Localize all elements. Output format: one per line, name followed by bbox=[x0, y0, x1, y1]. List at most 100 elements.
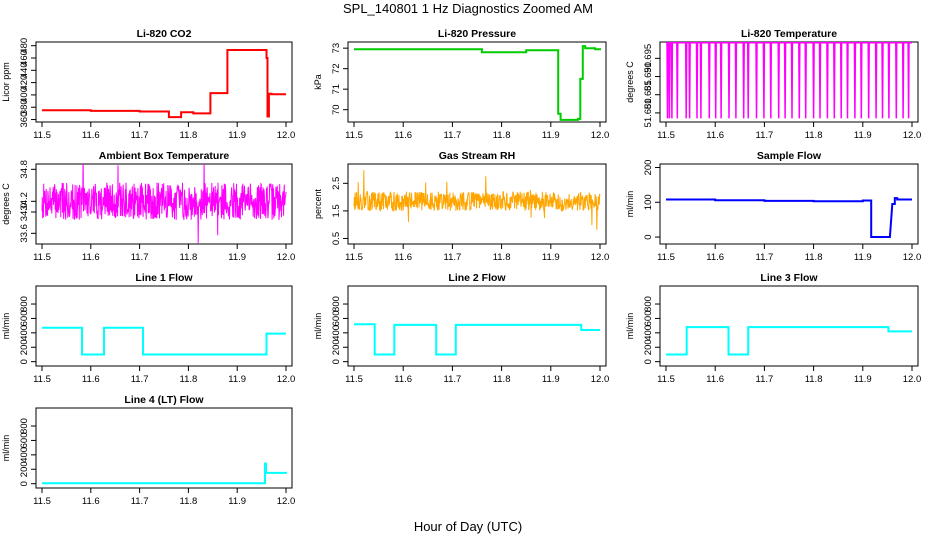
plot-frame bbox=[35, 285, 293, 367]
series-line bbox=[42, 462, 287, 485]
x-tick-label: 11.9 bbox=[542, 130, 560, 141]
x-tick-label: 12.0 bbox=[277, 252, 296, 263]
x-tick-label: 11.7 bbox=[131, 496, 149, 507]
y-tick-label: 440 bbox=[19, 62, 30, 78]
x-tick-label: 12.0 bbox=[903, 252, 922, 263]
y-tick-label: 200 bbox=[19, 461, 30, 477]
x-tick-label: 11.6 bbox=[706, 252, 724, 263]
y-tick-label: 0 bbox=[331, 359, 342, 364]
x-tick-label: 11.9 bbox=[542, 252, 560, 263]
y-tick-label: 2.5 bbox=[331, 177, 342, 190]
y-tick-label: 72 bbox=[331, 63, 342, 74]
series-line bbox=[353, 170, 601, 230]
x-tick-label: 11.9 bbox=[228, 130, 246, 141]
plot-frame bbox=[347, 163, 607, 245]
y-tick-label: 400 bbox=[643, 325, 654, 341]
y-axis-label: percent bbox=[313, 188, 323, 219]
plot-frame bbox=[659, 163, 919, 245]
series-line bbox=[666, 197, 912, 238]
panel-1: Li-820 CO2 Licor ppm 11.5 11.6 11.7 11.8 11.9 1… bbox=[1, 28, 295, 141]
y-tick-label: 800 bbox=[331, 296, 342, 312]
panel-3: Li-820 Temperature degrees C 11.5 11.6 11.7 1… bbox=[625, 28, 921, 141]
series-line bbox=[42, 49, 286, 119]
x-tick-label: 11.9 bbox=[854, 130, 872, 141]
x-tick-label: 12.0 bbox=[277, 130, 296, 141]
y-tick-label: 420 bbox=[19, 75, 30, 91]
y-tick-label: 0 bbox=[19, 481, 30, 486]
x-tick-label: 11.5 bbox=[33, 252, 51, 263]
panel-10: Line 4 (LT) Flow ml/min 11.5 11.6 11.7 11.8 11… bbox=[1, 394, 295, 507]
y-tick-label: 0 bbox=[19, 359, 30, 364]
x-tick-label: 11.6 bbox=[82, 374, 100, 385]
panel-5: Gas Stream RH percent 11.5 11.6 11.7 11.8 11.9… bbox=[313, 150, 609, 263]
y-axis-label: Licor ppm bbox=[1, 62, 11, 102]
series-line bbox=[354, 45, 601, 121]
y-axis-label: ml/min bbox=[313, 313, 323, 340]
y-tick-label: 600 bbox=[19, 433, 30, 449]
panel-7: Line 1 Flow ml/min 11.5 11.6 11.7 11.8 11.9 12.… bbox=[1, 272, 295, 385]
y-tick-label: 200 bbox=[643, 160, 654, 176]
panel-4: Ambient Box Temperature degrees C 11.5 11.6… bbox=[1, 150, 295, 263]
y-tick-label: 34.8 bbox=[19, 160, 30, 179]
y-tick-label: 200 bbox=[331, 339, 342, 355]
y-axis-label: ml/min bbox=[625, 191, 635, 218]
x-tick-label: 11.6 bbox=[394, 252, 412, 263]
y-tick-label: 0 bbox=[643, 234, 654, 239]
series-line bbox=[665, 42, 913, 119]
panel-title: Sample Flow bbox=[757, 150, 822, 162]
x-tick-label: 12.0 bbox=[277, 374, 296, 385]
x-tick-label: 11.5 bbox=[657, 130, 675, 141]
panel-title: Line 1 Flow bbox=[135, 272, 193, 284]
panel-title: Gas Stream RH bbox=[439, 150, 515, 162]
y-tick-label: 600 bbox=[643, 311, 654, 327]
x-tick-label: 11.9 bbox=[228, 252, 246, 263]
y-tick-label: 380 bbox=[19, 99, 30, 115]
x-tick-label: 11.8 bbox=[180, 496, 198, 507]
x-tick-label: 11.5 bbox=[657, 374, 675, 385]
x-tick-label: 11.6 bbox=[706, 374, 724, 385]
x-tick-label: 11.7 bbox=[131, 374, 149, 385]
series-line bbox=[41, 164, 287, 244]
y-tick-label: 400 bbox=[19, 325, 30, 341]
panel-title: Line 3 Flow bbox=[760, 272, 818, 284]
x-tick-label: 11.7 bbox=[444, 374, 462, 385]
x-tick-label: 11.8 bbox=[180, 374, 198, 385]
panels-group: Li-820 CO2 Licor ppm 11.5 11.6 11.7 11.8 11.9 1… bbox=[1, 28, 921, 507]
plot-frame bbox=[347, 41, 607, 123]
panel-8: Line 2 Flow ml/min 11.5 11.6 11.7 11.8 11.9 12.… bbox=[313, 272, 609, 385]
y-tick-label: 800 bbox=[19, 418, 30, 434]
plot-frame bbox=[347, 285, 607, 367]
x-tick-label: 11.7 bbox=[756, 130, 774, 141]
x-tick-label: 11.8 bbox=[493, 130, 511, 141]
y-tick-label: 600 bbox=[331, 311, 342, 327]
y-tick-label: 200 bbox=[19, 339, 30, 355]
y-tick-label: 400 bbox=[331, 325, 342, 341]
x-tick-label: 11.9 bbox=[228, 374, 246, 385]
x-tick-label: 11.8 bbox=[805, 374, 823, 385]
y-tick-label: 800 bbox=[19, 296, 30, 312]
y-tick-label: 51.685 bbox=[643, 80, 654, 109]
x-tick-label: 11.8 bbox=[805, 130, 823, 141]
x-tick-label: 12.0 bbox=[903, 130, 922, 141]
y-axis-label: degrees C bbox=[1, 183, 11, 225]
panel-9: Line 3 Flow ml/min 11.5 11.6 11.7 11.8 11.9 12.… bbox=[625, 272, 921, 385]
plot-frame bbox=[35, 41, 293, 123]
x-tick-label: 11.7 bbox=[444, 130, 462, 141]
y-tick-label: 33.6 bbox=[19, 224, 30, 243]
x-tick-label: 11.9 bbox=[228, 496, 246, 507]
panel-title: Line 2 Flow bbox=[448, 272, 506, 284]
x-tick-label: 11.5 bbox=[345, 130, 363, 141]
y-tick-label: 800 bbox=[643, 296, 654, 312]
x-tick-label: 11.7 bbox=[131, 252, 149, 263]
x-tick-label: 11.7 bbox=[756, 374, 774, 385]
y-axis-label: ml/min bbox=[1, 435, 11, 462]
y-tick-label: 480 bbox=[19, 38, 30, 54]
y-tick-label: 0 bbox=[643, 359, 654, 364]
y-axis-label: ml/min bbox=[625, 313, 635, 340]
x-tick-label: 11.5 bbox=[33, 130, 51, 141]
y-tick-label: 600 bbox=[19, 311, 30, 327]
x-tick-label: 11.8 bbox=[180, 130, 198, 141]
x-tick-label: 11.7 bbox=[444, 252, 462, 263]
series-line bbox=[666, 326, 912, 356]
y-tick-label: 1.5 bbox=[331, 204, 342, 217]
